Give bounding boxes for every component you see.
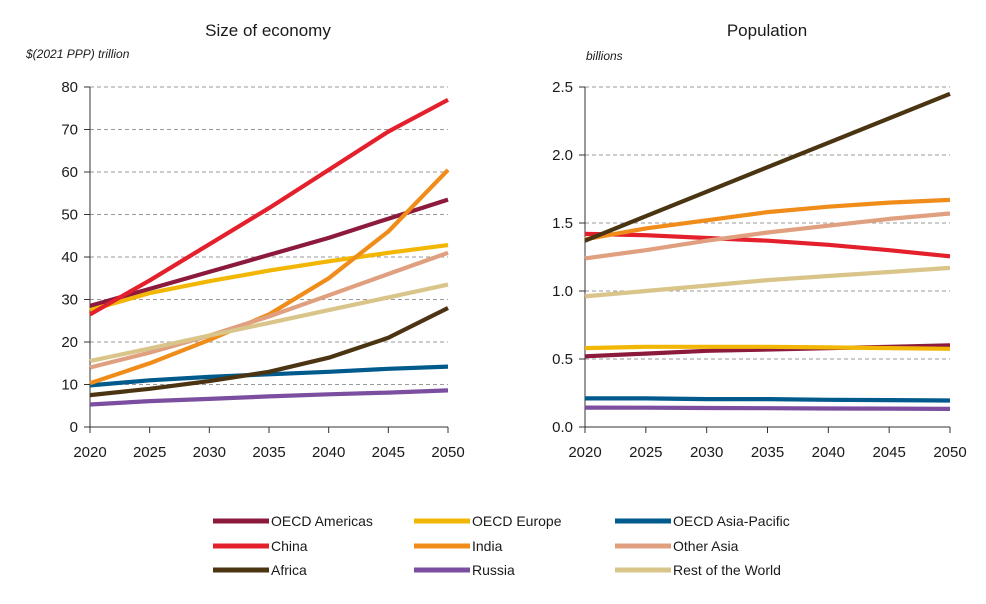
legend-label: OECD Asia-Pacific (673, 513, 790, 529)
population-y-tick-label: 2.5 (552, 79, 573, 96)
population-series-rest-of-the-world (584, 265, 951, 299)
legend-item-russia: Russia (414, 562, 515, 578)
economy-y-tick-label: 10 (61, 377, 78, 394)
economy-x-tick-label: 2050 (431, 444, 464, 461)
legend-item-oecd-americas: OECD Americas (213, 513, 373, 529)
economy-x-tick-label: 2040 (312, 444, 345, 461)
legend-item-china: China (213, 538, 308, 554)
population-x-tick-label: 2045 (872, 444, 905, 461)
economy-series-china (88, 97, 449, 317)
population-series-russia (584, 405, 951, 411)
population-chart: Population billions 0.0 0.5 1.0 1.5 2.0 2.5 2… (552, 21, 967, 461)
population-y-tick-label: 1.0 (552, 283, 573, 300)
population-x-tick-label: 2040 (812, 444, 845, 461)
population-series-china (584, 231, 951, 259)
legend-label: Africa (271, 562, 307, 578)
economy-series-rest-of-the-world (89, 282, 449, 364)
legend-label: India (472, 538, 503, 554)
population-y-tick-label: 0.0 (552, 419, 573, 436)
economy-y-tick-label: 80 (61, 79, 78, 96)
economy-x-tick-label: 2025 (133, 444, 166, 461)
population-x-ticks: 2020 2025 2030 2035 2040 2045 2050 (568, 427, 967, 461)
legend-label: Russia (472, 562, 515, 578)
economy-y-tick-label: 50 (61, 207, 78, 224)
population-series-oecd-europe (584, 344, 951, 351)
economy-chart-title: Size of economy (205, 21, 331, 40)
population-series (584, 91, 951, 411)
population-chart-title: Population (727, 21, 807, 40)
economy-series-other-asia (89, 250, 449, 370)
economy-series (88, 97, 450, 407)
population-series-oecd-asia-pacific (585, 396, 951, 403)
population-x-tick-label: 2035 (751, 444, 784, 461)
population-y-ticks: 0.0 0.5 1.0 1.5 2.0 2.5 (552, 79, 585, 436)
economy-series-africa (89, 306, 449, 398)
economy-y-tick-label: 70 (61, 122, 78, 139)
economy-y-tick-label: 0 (70, 419, 78, 436)
population-x-tick-label: 2025 (629, 444, 662, 461)
population-series-other-asia (584, 211, 951, 261)
legend-item-oecd-europe: OECD Europe (414, 513, 562, 529)
legend-item-africa: Africa (213, 562, 307, 578)
legend-label: China (271, 538, 308, 554)
economy-gridlines (90, 86, 448, 385)
legend-item-india: India (414, 538, 503, 554)
legend-label: OECD Americas (271, 513, 373, 529)
population-gridlines (585, 86, 950, 360)
economy-y-tick-label: 60 (61, 164, 78, 181)
economy-series-oecd-americas (89, 197, 449, 308)
legend-item-oecd-asia-pacific: OECD Asia-Pacific (615, 513, 790, 529)
population-x-tick-label: 2030 (690, 444, 723, 461)
economy-x-tick-label: 2035 (252, 444, 285, 461)
economy-series-oecd-europe (89, 243, 449, 313)
population-x-tick-label: 2020 (568, 444, 601, 461)
economy-y-ticks: 0 10 20 30 40 50 60 70 80 (61, 79, 90, 436)
economy-x-tick-label: 2030 (193, 444, 226, 461)
legend-label: Other Asia (673, 538, 739, 554)
legend: OECD Americas OECD Europe OECD Asia-Pacifi… (213, 513, 790, 578)
economy-series-oecd-asia-pacific (89, 364, 449, 388)
population-chart-unit-label: billions (586, 49, 623, 63)
economy-x-tick-label: 2045 (372, 444, 405, 461)
legend-item-rest-of-the-world: Rest of the World (615, 562, 781, 578)
population-axes (584, 87, 950, 428)
population-x-tick-label: 2050 (933, 444, 966, 461)
economy-chart-unit-label: $(2021 PPP) trillion (25, 47, 130, 61)
economy-y-tick-label: 20 (61, 334, 78, 351)
population-y-tick-label: 1.5 (552, 215, 573, 232)
legend-item-other-asia: Other Asia (615, 538, 739, 554)
legend-label: Rest of the World (673, 562, 781, 578)
economy-series-russia (89, 388, 449, 407)
population-series-india (584, 197, 951, 242)
economy-y-tick-label: 30 (61, 292, 78, 309)
economy-x-tick-label: 2020 (73, 444, 106, 461)
economy-chart: Size of economy $(2021 PPP) trillion 0 10… (25, 21, 465, 461)
population-y-tick-label: 2.0 (552, 147, 573, 164)
economy-y-tick-label: 40 (61, 249, 78, 266)
population-y-tick-label: 0.5 (552, 351, 573, 368)
population-series-africa (584, 91, 951, 243)
legend-label: OECD Europe (472, 513, 562, 529)
economy-x-ticks: 2020 2025 2030 2035 2040 2045 2050 (73, 427, 465, 461)
